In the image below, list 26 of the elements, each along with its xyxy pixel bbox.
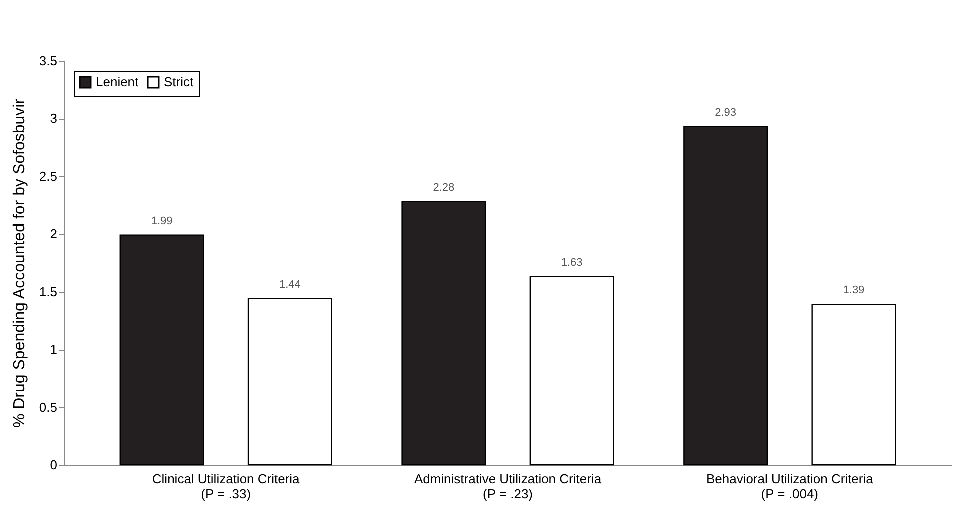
bar [530, 276, 614, 466]
data-label: 2.28 [433, 182, 455, 194]
data-label: 2.93 [715, 106, 737, 119]
bar [402, 201, 486, 466]
y-tick-label: 3 [50, 111, 58, 126]
y-tick-label: 3.5 [39, 54, 58, 68]
data-label: 1.99 [151, 215, 173, 228]
data-label: 1.44 [279, 278, 301, 291]
data-label: 1.39 [843, 284, 865, 297]
bar [684, 126, 768, 466]
y-tick-label: 2 [50, 226, 58, 242]
y-axis-title: % Drug Spending Accounted for by Sofosbuvir [11, 98, 28, 428]
bar [120, 234, 204, 466]
y-tick-label: 0.5 [39, 400, 58, 415]
y-tick-label: 1 [50, 342, 58, 358]
y-tick-label: 2.5 [39, 168, 58, 184]
bar [812, 304, 896, 466]
data-label: 1.63 [561, 256, 583, 269]
legend-label: Lenient [96, 74, 140, 90]
x-tick-label: Behavioral Utilization Criteria (P = .004) [706, 472, 874, 502]
x-tick-label: Administrative Utilization Criteria (P = .23) [414, 472, 602, 502]
y-tick-label: 0 [50, 458, 58, 472]
legend-label: Strict [164, 74, 194, 90]
y-tick-label: 1.5 [39, 284, 58, 300]
bar [248, 298, 332, 466]
x-tick-label: Clinical Utilization Criteria (P = .33) [152, 472, 301, 502]
